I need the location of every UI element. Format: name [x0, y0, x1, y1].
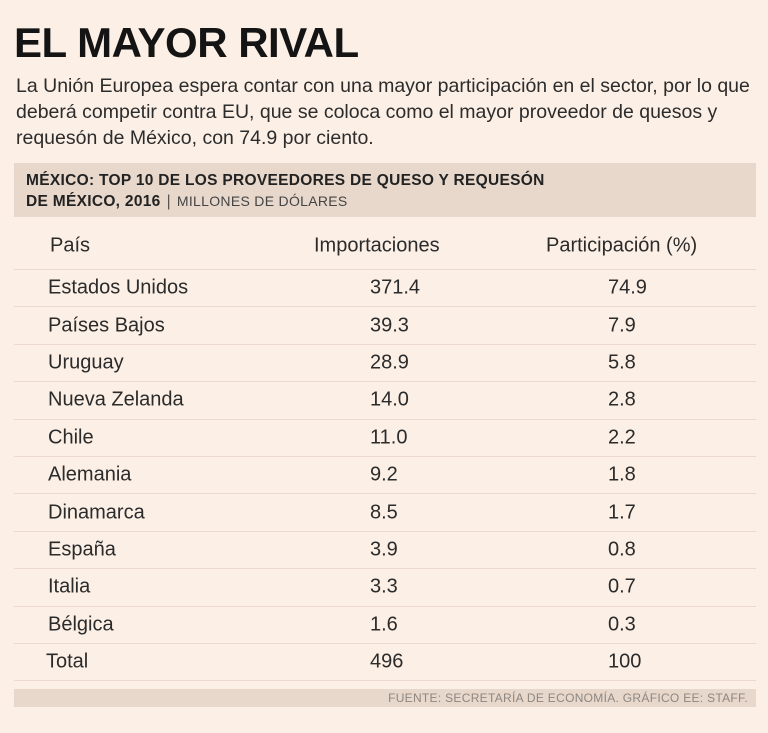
table-body: Estados Unidos 371.4 74.9 Países Bajos 39.3 7… — [14, 270, 756, 644]
table-row: Chile 11.0 2.2 — [14, 420, 756, 457]
cell-imports: 28.9 — [370, 351, 409, 374]
total-imports: 496 — [370, 650, 404, 673]
intro-paragraph: La Unión Europea espera contar con una m… — [16, 75, 750, 149]
cell-share: 2.2 — [608, 426, 636, 449]
cell-country: España — [48, 538, 116, 561]
table-units: MILLONES DE DÓLARES — [176, 193, 348, 209]
table-total-row: Total 496 100 — [14, 644, 756, 682]
cell-share: 5.8 — [608, 351, 636, 374]
table-row: España 3.9 0.8 — [14, 532, 756, 570]
column-header-share: Participación (%) — [546, 234, 698, 256]
cell-share: 74.9 — [608, 276, 647, 299]
cell-imports: 9.2 — [370, 463, 398, 486]
cell-country: Italia — [48, 575, 91, 598]
cell-share: 1.7 — [608, 501, 636, 524]
table-title: MÉXICO: TOP 10 DE LOS PROVEEDORES DE QUE… — [26, 171, 726, 212]
cell-imports: 14.0 — [370, 388, 409, 411]
cell-imports: 39.3 — [370, 314, 409, 337]
cell-imports: 3.9 — [370, 538, 398, 561]
table-header-band: MÉXICO: TOP 10 DE LOS PROVEEDORES DE QUE… — [14, 163, 756, 217]
cell-country: Países Bajos — [48, 314, 165, 337]
table-row: Estados Unidos 371.4 74.9 — [14, 270, 756, 308]
cell-share: 0.8 — [608, 538, 636, 561]
cell-country: Uruguay — [48, 351, 124, 374]
source-note: FUENTE: SECRETARÍA DE ECONOMÍA. GRÁFICO … — [388, 691, 748, 705]
table-title-line2: DE MÉXICO, 2016 — [26, 193, 161, 210]
cell-share: 0.3 — [608, 613, 636, 636]
total-share: 100 — [608, 650, 642, 673]
table-row: Nueva Zelanda 14.0 2.8 — [14, 382, 756, 420]
cell-country: Estados Unidos — [48, 276, 189, 299]
cell-imports: 371.4 — [370, 276, 421, 299]
total-label: Total — [46, 650, 89, 673]
cell-share: 2.8 — [608, 388, 636, 411]
page-title: EL MAYOR RIVAL — [14, 19, 359, 66]
table-title-line1: MÉXICO: TOP 10 DE LOS PROVEEDORES DE QUE… — [26, 172, 545, 189]
cell-share: 7.9 — [608, 314, 636, 337]
title-separator: | — [166, 193, 171, 210]
table-row: Bélgica 1.6 0.3 — [14, 607, 756, 644]
cell-country: Chile — [48, 426, 94, 449]
table-row: Países Bajos 39.3 7.9 — [14, 307, 756, 345]
cell-imports: 11.0 — [370, 426, 408, 449]
suppliers-table: País Importaciones Participación (%) Est… — [14, 222, 756, 682]
cell-imports: 8.5 — [370, 501, 398, 524]
table-row: Italia 3.3 0.7 — [14, 569, 756, 607]
cell-country: Alemania — [48, 463, 132, 486]
cell-country: Nueva Zelanda — [48, 388, 184, 411]
table-header-row: País Importaciones Participación (%) — [14, 222, 756, 270]
cell-country: Dinamarca — [48, 501, 145, 524]
cell-share: 1.8 — [608, 463, 636, 486]
table-row: Uruguay 28.9 5.8 — [14, 345, 756, 383]
table-row: Dinamarca 8.5 1.7 — [14, 494, 756, 532]
column-header-country: País — [50, 234, 91, 256]
cell-share: 0.7 — [608, 575, 636, 598]
source-band: FUENTE: SECRETARÍA DE ECONOMÍA. GRÁFICO … — [14, 689, 756, 707]
column-header-imports: Importaciones — [314, 234, 440, 256]
table-row: Alemania 9.2 1.8 — [14, 457, 756, 495]
cell-country: Bélgica — [48, 613, 114, 636]
cell-imports: 1.6 — [370, 613, 398, 636]
cell-imports: 3.3 — [370, 575, 398, 598]
